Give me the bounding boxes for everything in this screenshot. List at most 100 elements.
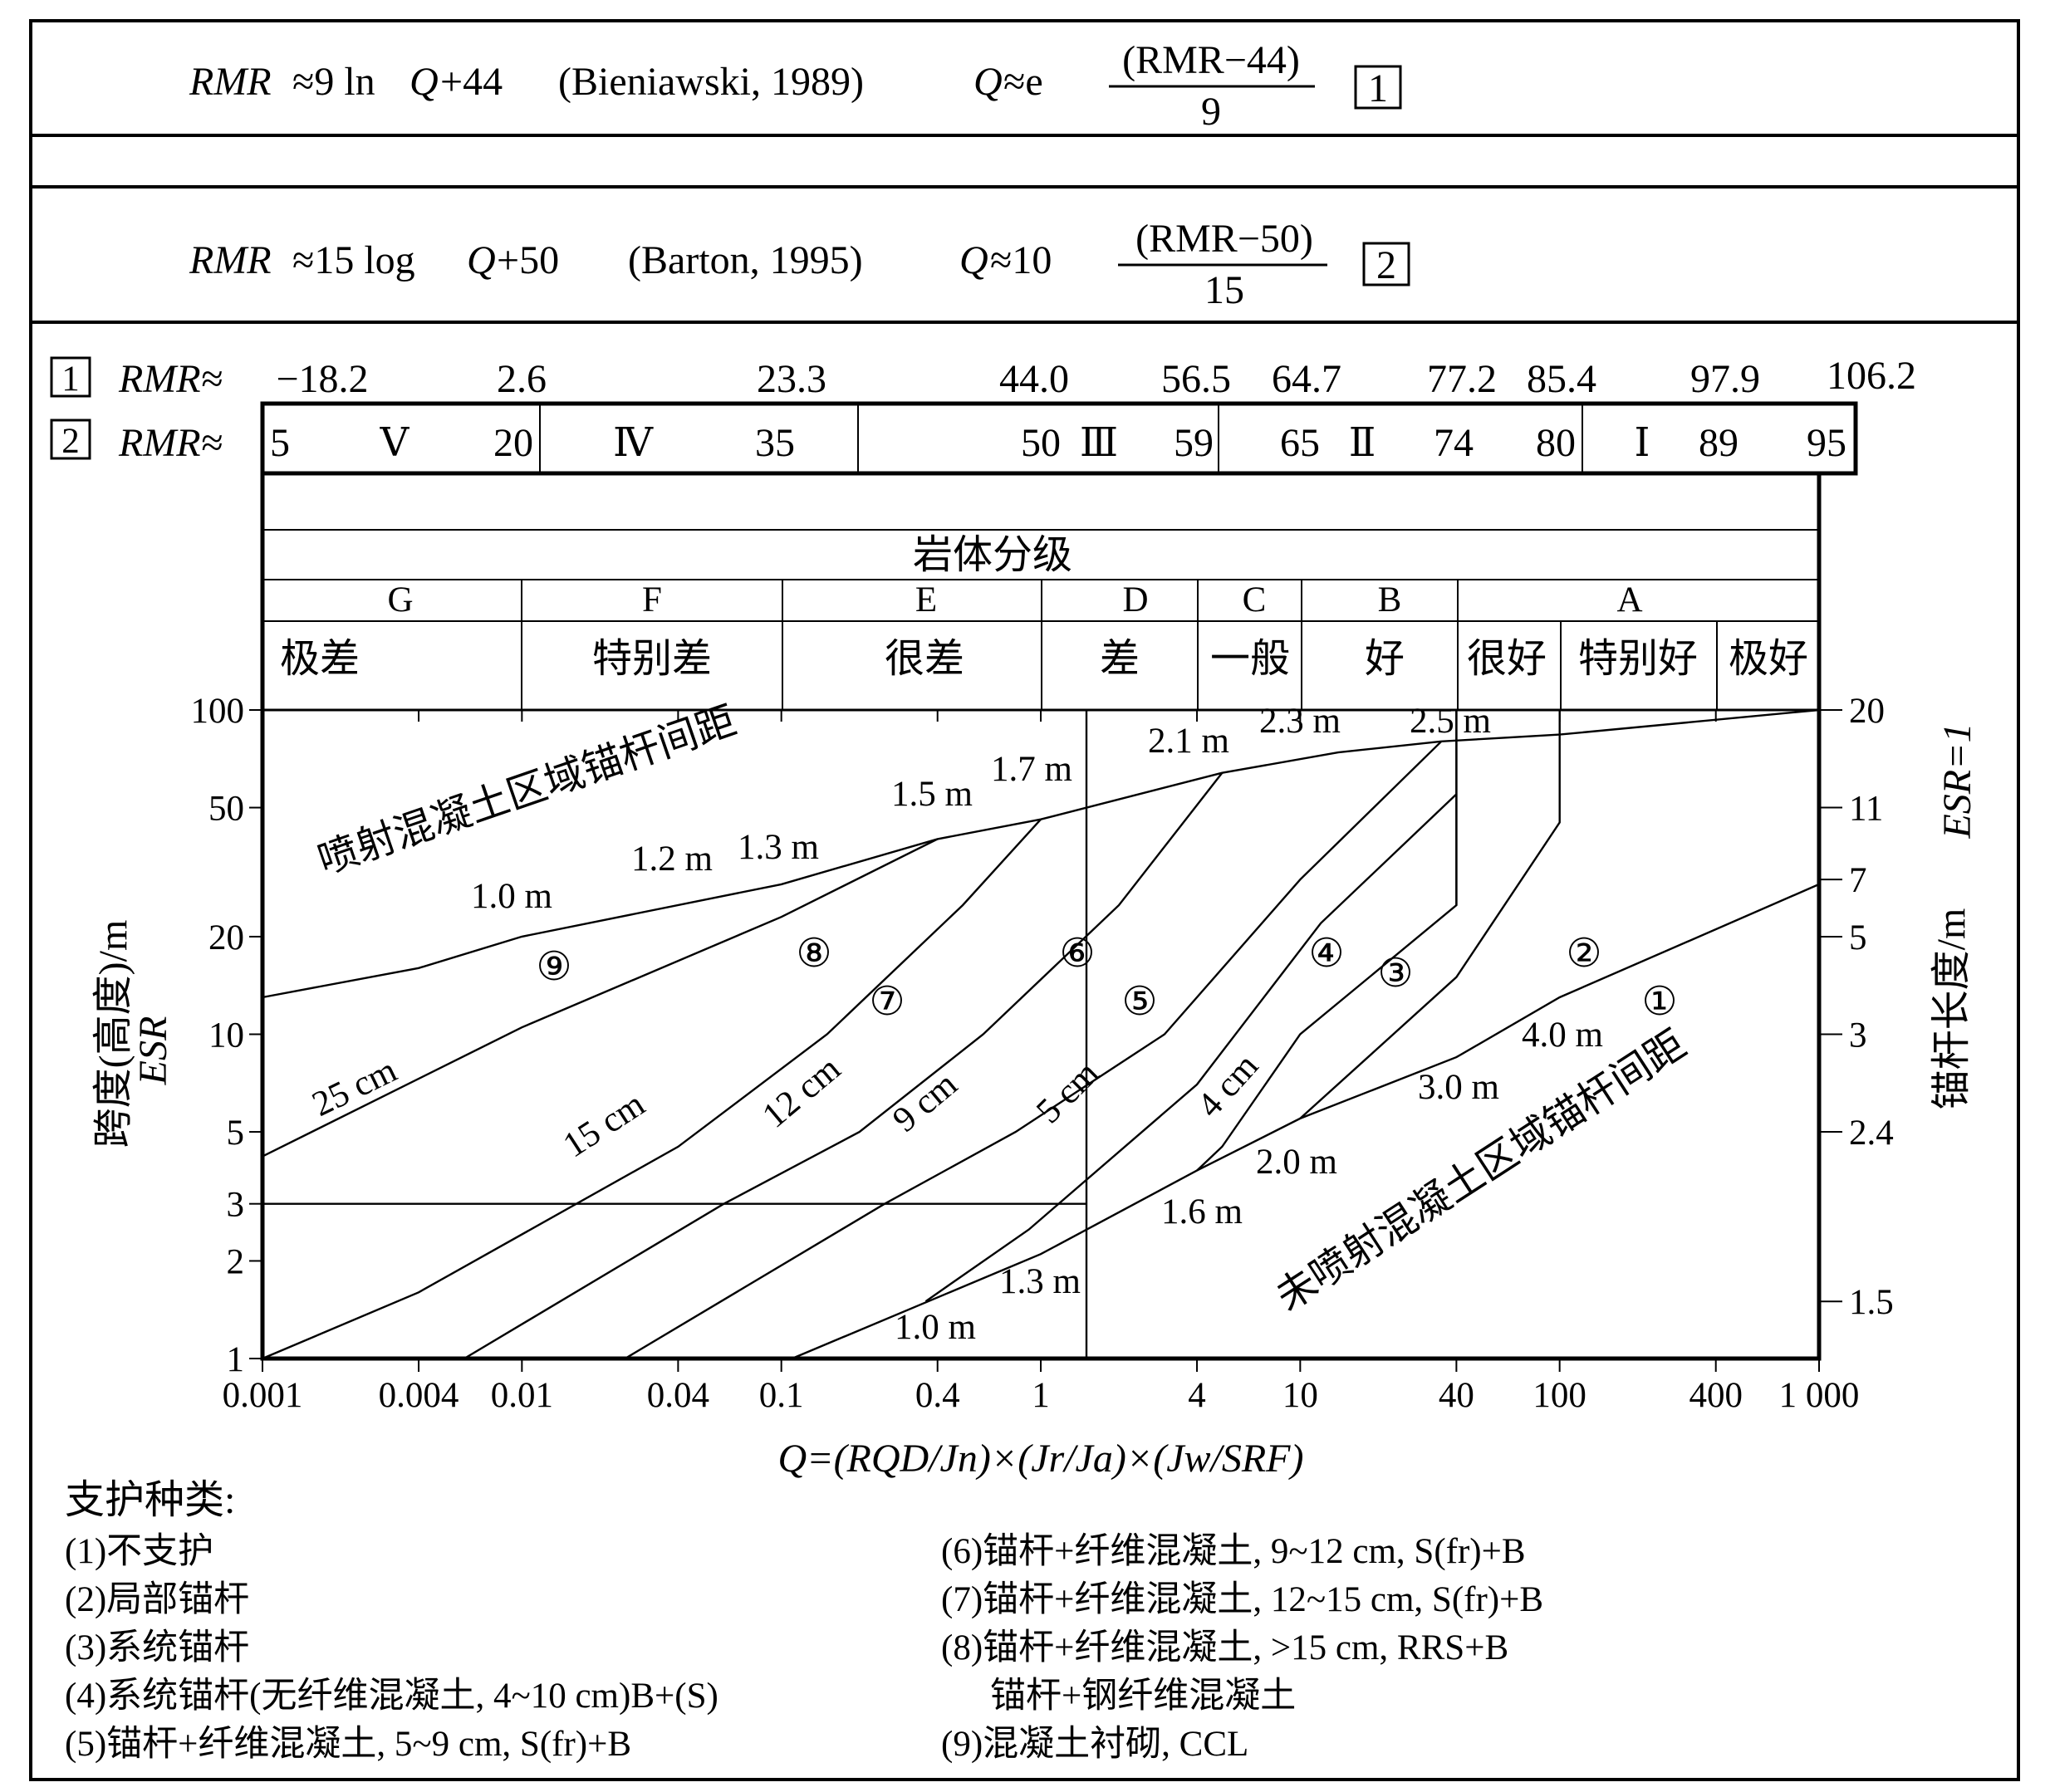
legend-item-5: (5)锚杆+纤维混凝土, 5~9 cm, S(fr)+B (65, 1725, 631, 1764)
legend-item-3: (3)系统锚杆 (65, 1628, 249, 1667)
y-tick-label: 50 (208, 790, 244, 829)
formula-2-num: (RMR−50) (1135, 217, 1313, 261)
rmr-2-value-3: 35 (755, 421, 795, 465)
legend-title: 支护种类: (65, 1478, 235, 1522)
y-right-tick-label: 1.5 (1849, 1283, 1894, 1322)
rmr-1-value-5: 56.5 (1161, 357, 1231, 401)
formula-1-ref: (Bieniawski, 1989) (558, 60, 864, 104)
formula-1-approx: ≈e (1003, 60, 1043, 104)
curve-2-1-boundary (792, 883, 1820, 1360)
rmr-2-value-8: 80 (1536, 421, 1576, 465)
x-axis-label: Q=(RQD/Jn)×(Jr/Ja)×(Jw/SRF) (778, 1437, 1304, 1481)
rmr-row-1-tag: 1 (61, 360, 80, 399)
class-name-8: 特别好 (1578, 637, 1698, 681)
rmr-row-1: 1 RMR≈ −18.2 2.6 23.3 44.0 56.5 64.7 77.… (50, 354, 1916, 401)
rmr-row-2-tag: 2 (61, 422, 80, 461)
rmr-row-2-tag-box (50, 419, 91, 460)
legend-item-9: (9)混凝土衬砌, CCL (941, 1725, 1248, 1764)
x-tick-label: 0.004 (379, 1376, 459, 1415)
formula-2-den: 15 (1204, 268, 1244, 312)
spacing-unshot-1-3m: 1.3 m (999, 1262, 1081, 1301)
thickness-label-5cm: 5 cm (1029, 1054, 1106, 1131)
zone-number-6: ⑥ (1059, 932, 1095, 976)
formula-2-tag: 2 (1376, 243, 1396, 287)
y-tick-label: 2 (227, 1242, 245, 1281)
x-tick-label: 0.001 (223, 1376, 303, 1415)
formula-2-ref: (Barton, 1995) (628, 238, 863, 282)
outer-border (29, 19, 2020, 1781)
x-tick-label: 400 (1689, 1376, 1743, 1415)
class-name-4: 差 (1100, 637, 1140, 681)
legend-item-1: (1)不支护 (65, 1532, 213, 1571)
y-tick-label: 20 (208, 918, 244, 957)
formula-1-num: (RMR−44) (1122, 38, 1300, 82)
rmr-row-2: 2 RMR≈ 5 20 35 50 59 65 74 80 89 95 Ⅴ Ⅳ … (50, 401, 1858, 476)
y-left-label-2: ESR (131, 1016, 175, 1086)
zone-number-1: ① (1641, 980, 1677, 1024)
y-tick-label: 3 (227, 1186, 245, 1225)
formula-2-tail: +50 (497, 238, 559, 282)
curve-3-2-boundary (1299, 710, 1561, 1119)
y-right-tick-label: 7 (1849, 861, 1867, 900)
rmr-2-value-7: 74 (1434, 421, 1474, 465)
spacing-unshot-1-6m: 1.6 m (1161, 1192, 1243, 1231)
x-tick-label: 40 (1439, 1376, 1474, 1415)
class-letter-e: E (915, 580, 937, 619)
rmr-2-value-4: 50 (1021, 421, 1061, 465)
spacing-shotcrete-1-7m: 1.7 m (991, 750, 1072, 789)
rmr-2-value-6: 65 (1280, 421, 1320, 465)
class-title: 岩体分级 (913, 533, 1072, 577)
class-letter-c: C (1243, 580, 1267, 619)
plot-area: 0.001 0.004 0.01 0.04 0.1 0.4 1 4 10 40 100 400 1 00… (191, 692, 1894, 1415)
y-right-label-2: ESR=1 (1935, 722, 1979, 839)
rmr-class-roman-1: Ⅰ (1635, 421, 1650, 465)
x-tick-label: 4 (1188, 1376, 1206, 1415)
y-left-label-1: 跨度(高度)/m (91, 920, 135, 1148)
boundary-curves (262, 708, 1820, 1360)
rmr-class-roman-2: Ⅱ (1349, 421, 1376, 465)
class-name-7: 很好 (1467, 637, 1547, 681)
class-letter-f: F (642, 580, 662, 619)
y-right-label-1: 锚杆长度/m (1930, 908, 1974, 1110)
rmr-2-value-2: 20 (493, 421, 533, 465)
x-tick-label: 0.01 (491, 1376, 553, 1415)
spacing-shotcrete-2-5m: 2.5 m (1410, 702, 1491, 741)
y-tick-label: 10 (208, 1016, 244, 1055)
spacing-shotcrete-1-3m: 1.3 m (738, 828, 819, 867)
x-tick-label: 0.1 (759, 1376, 804, 1415)
x-tick-label: 10 (1282, 1376, 1318, 1415)
zone-number-7: ⑦ (869, 980, 905, 1024)
spacing-shotcrete-1-2m: 1.2 m (631, 840, 713, 879)
zone-number-2: ② (1566, 932, 1601, 976)
rmr-2-value-10: 95 (1807, 421, 1846, 465)
y-tick-label: 1 (227, 1340, 245, 1379)
spacing-unshot-4-0m: 4.0 m (1522, 1016, 1603, 1055)
y-right-tick-label: 2.4 (1849, 1114, 1894, 1153)
spacing-shotcrete-1-0m: 1.0 m (471, 877, 552, 916)
formula-1-tag: 1 (1368, 66, 1388, 110)
rmr-2-value-5: 59 (1174, 421, 1214, 465)
formula-2-q: Q (467, 238, 496, 282)
rmr-1-value-7: 77.2 (1427, 357, 1497, 401)
support-legend: 支护种类: (1)不支护 (2)局部锚杆 (3)系统锚杆 (4)系统锚杆(无纤维… (65, 1478, 1543, 1764)
y-right-tick-label: 5 (1849, 918, 1867, 957)
spacing-unshot-2-0m: 2.0 m (1256, 1143, 1337, 1182)
class-name-2: 特别差 (592, 637, 712, 681)
zone-number-8: ⑧ (796, 932, 831, 976)
formula-2: RMR ≈15 log Q +50 (Barton, 1995) Q ≈10 (… (189, 217, 1410, 312)
curve-7-6-boundary (463, 771, 1224, 1360)
formula-1-q: Q (409, 60, 439, 104)
legend-item-7: (7)锚杆+纤维混凝土, 12~15 cm, S(fr)+B (941, 1580, 1543, 1619)
legend-item-6: (6)锚杆+纤维混凝土, 9~12 cm, S(fr)+B (941, 1532, 1526, 1571)
rmr-class-roman-4: Ⅳ (613, 421, 654, 465)
class-letter-g: G (387, 580, 413, 619)
legend-item-4: (4)系统锚杆(无纤维混凝土, 4~10 cm)B+(S) (65, 1677, 718, 1716)
spacing-shotcrete-2-1m: 2.1 m (1148, 722, 1229, 761)
rmr-1-value-4: 44.0 (999, 357, 1069, 401)
curve-5-4-boundary (924, 793, 1458, 1303)
x-tick-label: 1 (1032, 1376, 1050, 1415)
class-letter-a: A (1616, 580, 1642, 619)
zone-number-5: ⑤ (1121, 980, 1157, 1024)
legend-item-8: (8)锚杆+纤维混凝土, >15 cm, RRS+B (941, 1628, 1508, 1667)
